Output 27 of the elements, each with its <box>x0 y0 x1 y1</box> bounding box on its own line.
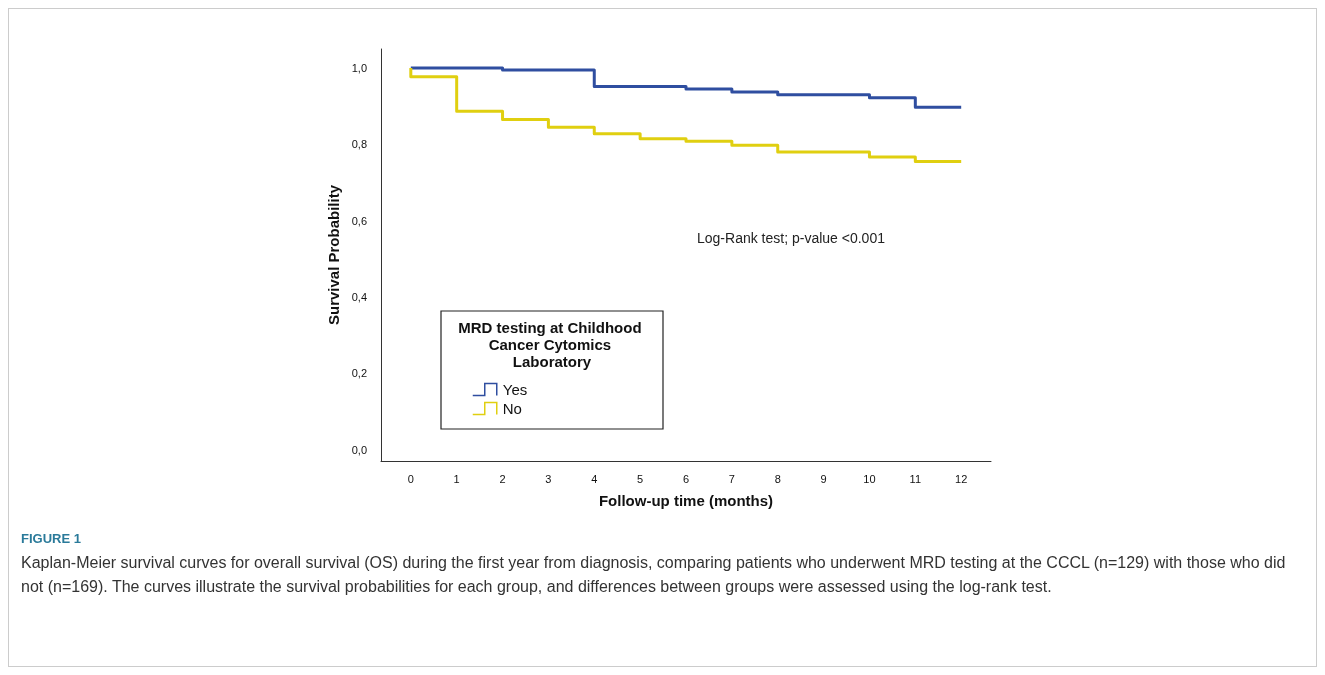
caption: FIGURE 1 <box>21 531 81 546</box>
y-tick-label: 0,4 <box>351 290 367 303</box>
y-tick-label: 0,8 <box>351 138 367 151</box>
x-tick-label: 9 <box>820 472 827 485</box>
x-tick-label: 0 <box>407 472 414 485</box>
x-tick-label: 11 <box>909 472 922 485</box>
x-tick-label: 4 <box>591 472 598 485</box>
legend-title: MRD testing at Childhood Cancer Cytomics Laboratory <box>458 319 646 370</box>
text: Kaplan-Meier survival curves for overall survival (OS) during the first year from diagnosis, comparing patients who underwent MRD testing at the CCCL (n=129) with those who did not (n=169). The curves illustrate the survival probabilities for each group, and differences between groups were assessed using the log-rank test. <box>21 553 1286 597</box>
x-tick-label: 6 <box>682 472 690 485</box>
x-tick-label: 8 <box>774 472 781 485</box>
x-tick-label: 2 <box>499 472 506 485</box>
legend-label: No <box>502 400 522 417</box>
y-tick-label: 0,2 <box>351 367 367 380</box>
x-axis-title: Follow-up time (months) <box>598 492 774 509</box>
legend-label: Yes <box>502 381 528 398</box>
y-tick-label: 0,6 <box>351 214 367 227</box>
x-tick-label: 12 <box>955 472 968 485</box>
x-tick-label: 1 <box>453 472 460 485</box>
annotation: Log-Rank test; p-value <0.001 <box>697 230 886 246</box>
y-tick-label: 1,0 <box>351 62 367 75</box>
y-axis-title: Survival Probability <box>325 184 342 326</box>
x-tick-label: 10 <box>863 472 876 485</box>
x-tick-label: 3 <box>545 472 552 485</box>
x-tick-label: 5 <box>637 472 644 485</box>
y-tick-label: 0,0 <box>351 443 367 456</box>
x-tick-label: 7 <box>728 472 735 485</box>
